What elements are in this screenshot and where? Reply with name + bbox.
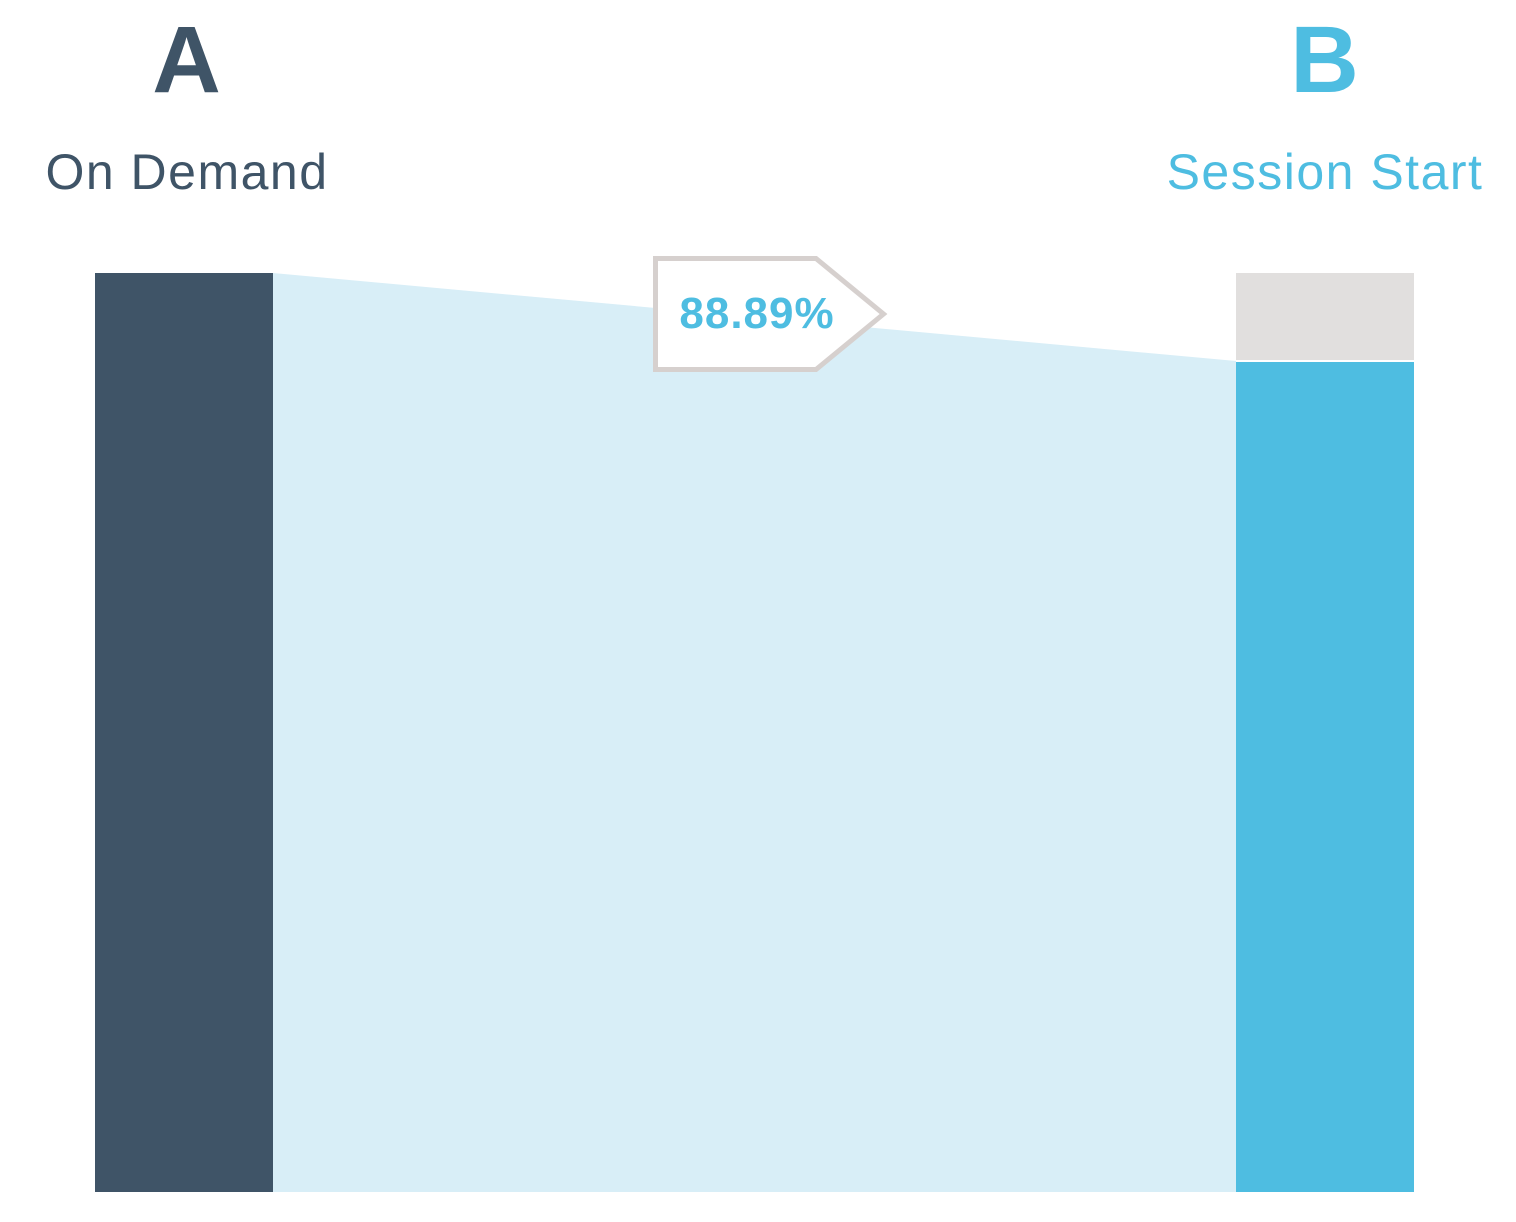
- conversion-rate-value: 88.89%: [679, 289, 835, 338]
- stage-b-dropoff-segment: [1236, 273, 1414, 360]
- stage-b-segment-divider: [1236, 360, 1414, 362]
- stage-b-bar[interactable]: [1236, 273, 1414, 1192]
- stage-b-letter: B: [1290, 7, 1360, 113]
- conversion-band-shape: [273, 273, 1236, 1192]
- stage-a-letter: A: [152, 7, 222, 113]
- stage-b-header: B Session Start: [1138, 8, 1512, 202]
- conversion-badge-arrow-shape: [653, 256, 888, 372]
- stage-a-header: A On Demand: [0, 8, 374, 202]
- right-arrow-pentagon-shape: [653, 256, 888, 372]
- stage-b-name: Session Start: [1166, 144, 1484, 200]
- stage-a-bar[interactable]: [95, 273, 273, 1192]
- stage-a-name: On Demand: [45, 144, 329, 200]
- conversion-badge[interactable]: 88.89%: [653, 256, 888, 372]
- stage-b-converted-segment: [1236, 362, 1414, 1192]
